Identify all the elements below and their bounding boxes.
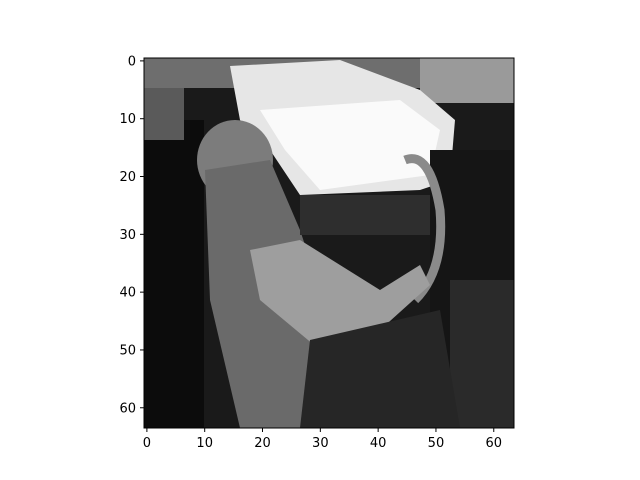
right-lower-texture [450,280,514,428]
y-tick-label: 50 [119,343,136,358]
dashboard-band [300,195,430,235]
y-tick-label: 0 [128,54,136,69]
x-axis-ticks: 0 10 20 30 40 50 60 [143,428,502,451]
y-tick-label: 30 [119,228,136,243]
top-right-gray [420,58,514,103]
y-tick-label: 60 [119,401,136,416]
x-tick-label: 50 [428,436,445,451]
x-tick-label: 0 [143,436,151,451]
y-axis-ticks: 0 10 20 30 40 50 60 [119,54,144,416]
y-tick-label: 40 [119,286,136,301]
x-tick-label: 30 [312,436,329,451]
x-tick-label: 40 [370,436,387,451]
x-tick-label: 10 [196,436,213,451]
x-tick-label: 60 [485,436,502,451]
x-tick-label: 20 [254,436,271,451]
y-tick-label: 20 [119,170,136,185]
grayscale-image [144,58,514,428]
y-tick-label: 10 [119,112,136,127]
left-dark-region [144,120,204,428]
left-upper-gray [144,80,184,140]
